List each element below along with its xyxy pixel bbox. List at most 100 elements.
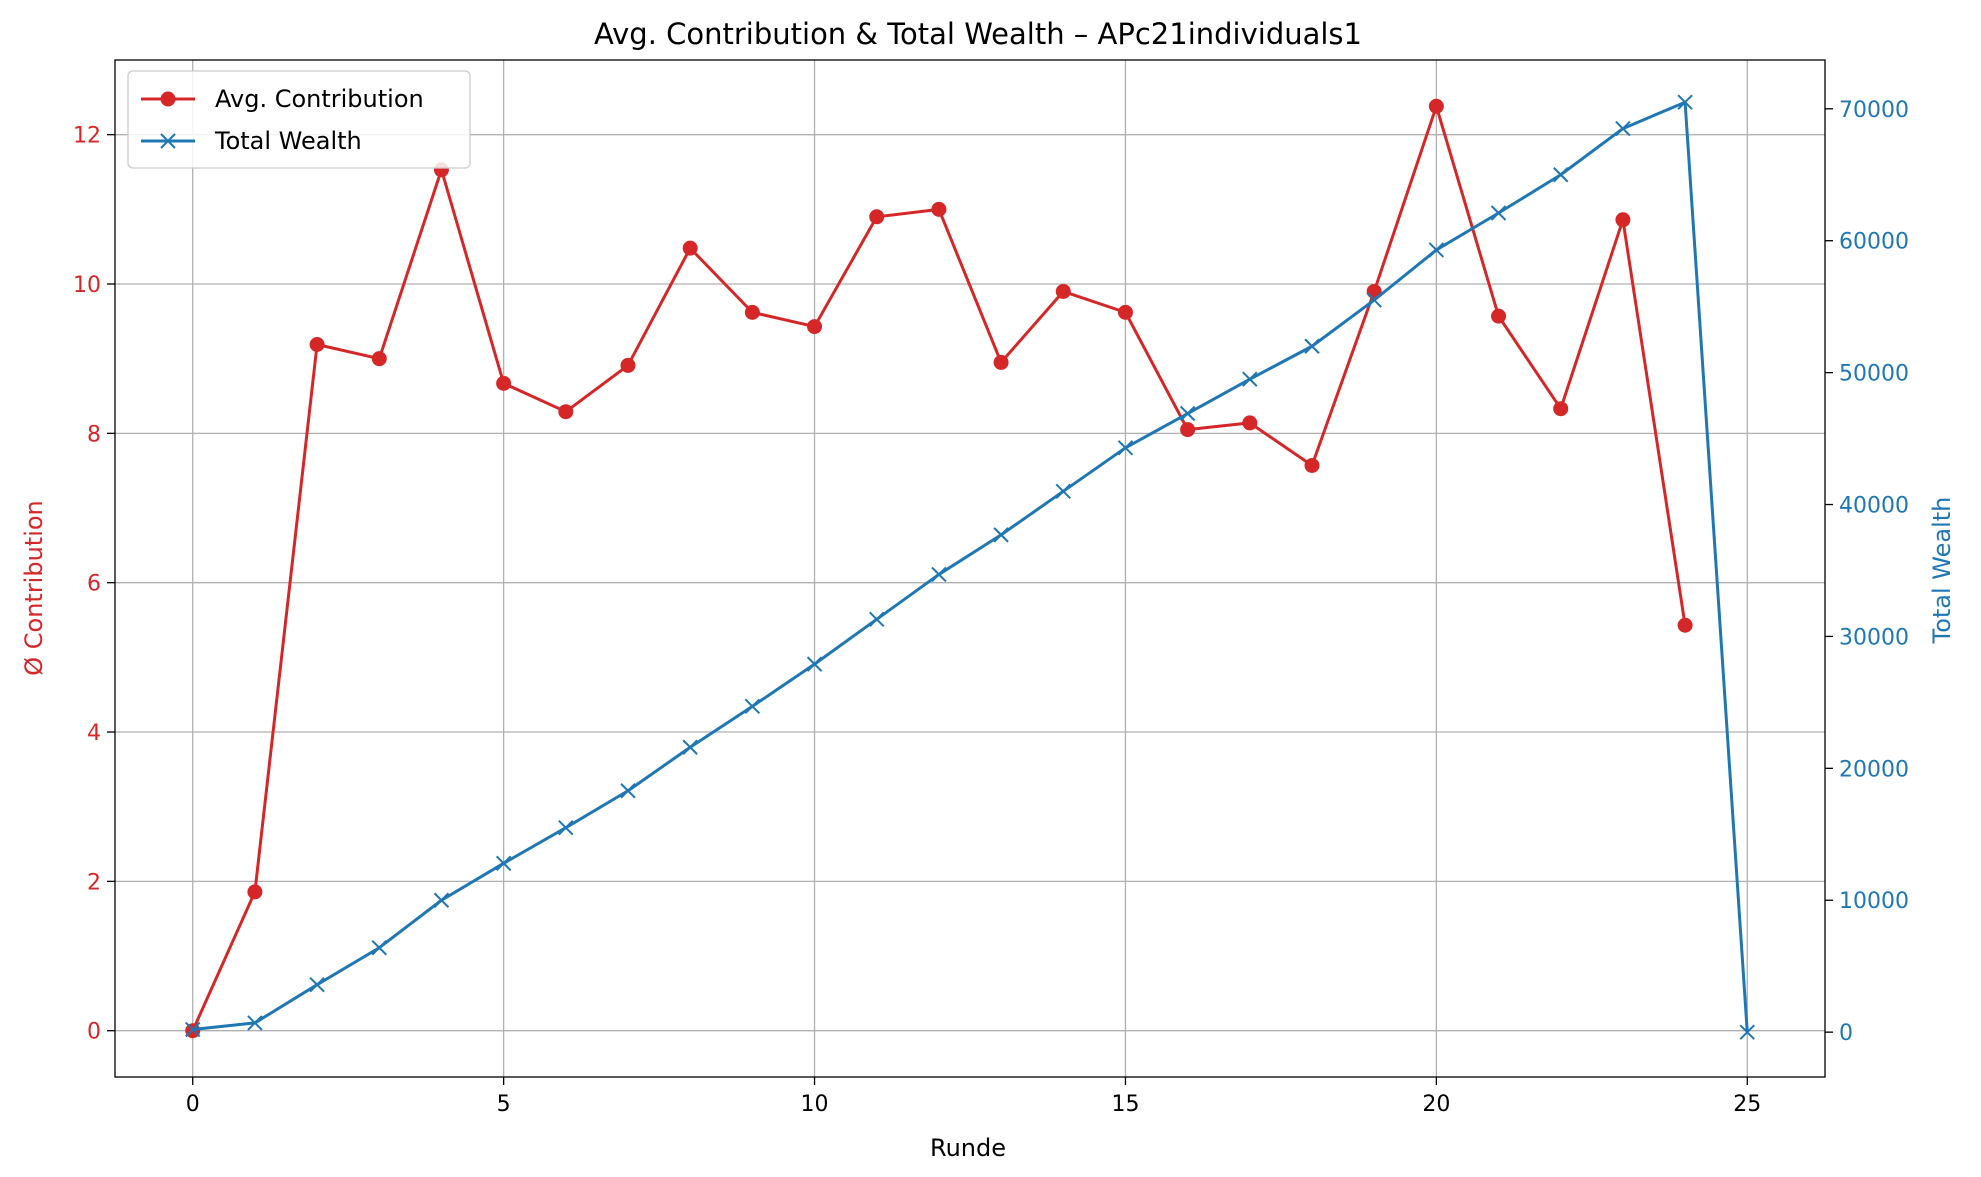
total-wealth-point [869,611,885,627]
avg-contribution-point [496,375,512,391]
avg-contribution-point [1677,617,1693,633]
legend: Avg. Contribution Total Wealth [127,70,471,169]
avg-contribution-point [620,357,636,373]
total-wealth-point [931,566,947,583]
x-marker-stroke [1677,94,1693,110]
total-wealth-point [1553,167,1569,183]
x-marker-stroke [1428,242,1445,258]
x-tick-label: 10 [801,1092,829,1117]
x-marker-stroke [1490,205,1507,221]
right-y-tick-label: 50000 [1839,362,1909,387]
left-y-tick-label: 8 [87,422,101,447]
avg-contribution-point [993,354,1009,370]
x-marker-stroke [806,656,823,672]
chart-title: Avg. Contribution & Total Wealth – APc21… [594,17,1362,51]
x-marker-stroke [309,976,325,993]
legend-label: Total Wealth [214,127,362,155]
left-y-tick-label: 0 [87,1020,101,1045]
x-marker-stroke [1242,371,1258,387]
x-tick-label: 25 [1733,1092,1761,1117]
total-wealth-point [1179,405,1196,422]
x-marker-stroke [620,783,636,799]
x-marker-stroke [160,133,176,149]
total-wealth-point [806,656,823,672]
avg-contribution-point [1180,422,1196,438]
legend-marker-x [160,133,176,149]
avg-contribution-point [1242,415,1258,431]
avg-contribution-point [1553,401,1569,417]
avg-contribution-point [744,304,760,320]
x-marker-stroke [869,611,885,627]
total-wealth-point [558,819,574,836]
x-marker-stroke [247,1015,263,1031]
total-wealth-point [1055,483,1071,500]
left-y-tick-label: 2 [87,870,101,895]
legend-label: Avg. Contribution [215,85,424,113]
avg-contribution-point [558,404,574,420]
total-wealth-line [192,100,1749,1033]
total-wealth-point [309,976,325,993]
avg-contribution-point [1615,212,1631,228]
avg-contribution-point [931,201,947,217]
total-wealth-point [1242,371,1258,387]
avg-contribution-point [682,240,698,256]
total-wealth-point [620,783,636,799]
avg-contribution-point [309,336,325,352]
x-tick-label: 15 [1111,1092,1139,1117]
left-y-tick-label: 12 [73,124,101,149]
x-axis-title: Runde [930,1134,1006,1162]
avg-contribution-point [247,884,263,900]
x-marker-stroke [1553,167,1569,183]
x-marker-stroke [682,739,698,755]
x-marker-stroke [558,819,574,836]
right-y-tick-label: 0 [1839,1021,1853,1046]
total-wealth-point [371,940,387,956]
total-wealth-point [185,1021,201,1038]
right-y-axis-title: Total Wealth [1928,497,1956,645]
x-marker-stroke [495,855,512,872]
grid-lines [115,60,1825,1077]
avg-contribution-point [371,351,387,367]
x-tick-label: 0 [186,1092,200,1117]
x-marker-stroke [1366,292,1382,308]
x-marker-stroke [433,892,450,908]
total-wealth-point [682,739,698,755]
left-y-tick-label: 6 [87,572,101,597]
right-y-tick-label: 60000 [1839,230,1909,255]
x-marker-stroke [744,698,761,715]
total-wealth-point [1615,120,1631,137]
total-wealth-point [1739,1024,1755,1040]
avg-contribution-point [869,209,885,225]
left-y-tick-label: 4 [87,721,101,746]
x-marker-stroke [1615,120,1631,137]
x-tick-label: 20 [1422,1092,1450,1117]
x-marker-stroke [1055,483,1071,500]
right-y-tick-label: 20000 [1839,757,1909,782]
total-wealth-point [1490,205,1507,221]
legend-marker-circle [160,91,176,107]
avg-contribution-point [1304,457,1320,473]
x-tick-label: 5 [497,1092,511,1117]
total-wealth-point [1117,440,1134,456]
total-wealth-point [433,892,450,908]
avg-contribution-point [1491,308,1507,324]
x-marker-stroke [1179,405,1196,422]
avg-contribution-point [1428,98,1444,114]
series-layer [185,94,1755,1040]
x-marker-stroke [931,566,947,583]
x-marker-stroke [1304,338,1320,354]
axis-ticks: 0 5 10 15 20 25 0 2 4 6 8 10 12 0 10000 20000 30000 40000… [73,98,1909,1117]
avg-contribution-point [807,319,823,335]
total-wealth-point [247,1015,263,1031]
total-wealth-point [993,527,1009,543]
x-marker-stroke [993,527,1009,543]
total-wealth-point [744,698,761,715]
right-y-tick-label: 40000 [1839,494,1909,519]
legend-box [127,70,471,169]
total-wealth-point [495,855,512,872]
right-y-tick-label: 30000 [1839,625,1909,650]
total-wealth-point [1304,338,1320,354]
total-wealth-point [1428,242,1445,258]
